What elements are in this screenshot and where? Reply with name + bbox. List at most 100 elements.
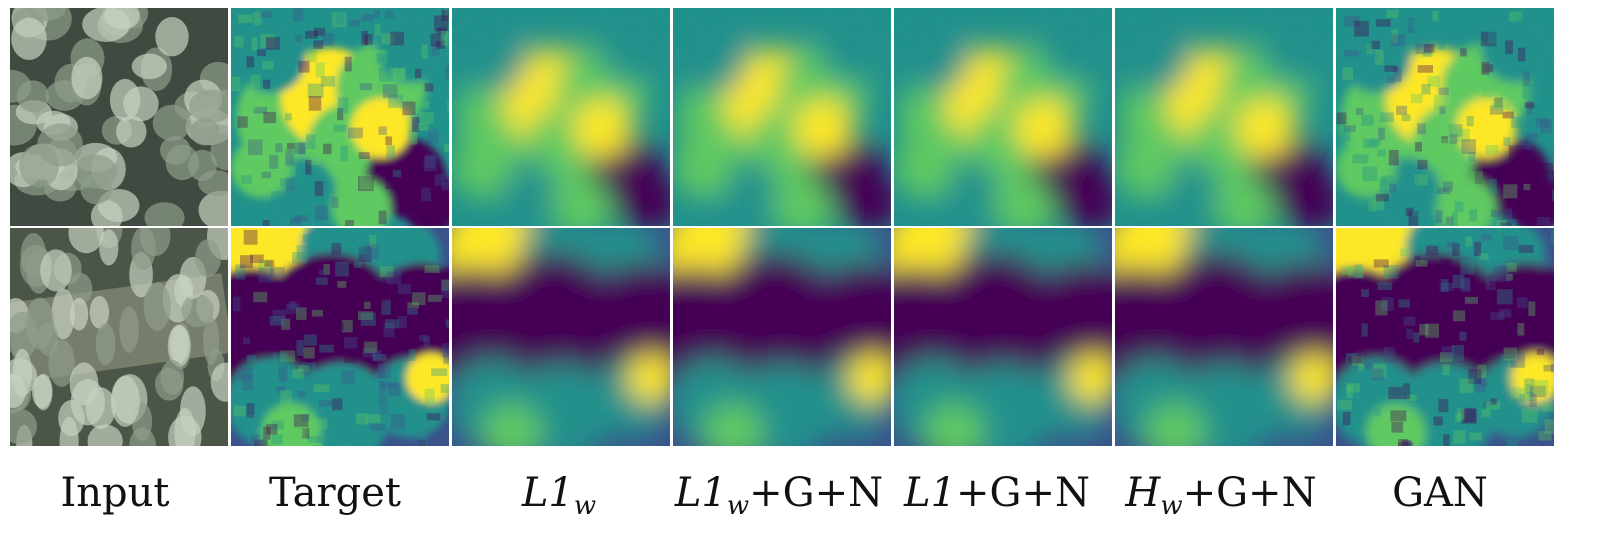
noise-patch [419,112,434,124]
noise-patch [1473,241,1482,257]
noise-patch [362,14,375,22]
depth-region [482,253,622,393]
tree-crown [19,144,60,188]
noise-patch [269,266,285,278]
noise-patch [313,40,324,49]
tree-crown [210,362,228,402]
noise-patch [370,423,386,432]
noise-patch [1518,14,1529,26]
depth-region [1024,263,1112,383]
noise-patch [1383,347,1396,363]
noise-patch [1537,331,1551,342]
noise-patch [1469,432,1482,441]
noise-patch [1535,118,1550,128]
noise-patch [1499,309,1512,318]
noise-patch [314,181,324,197]
noise-patch [407,308,418,315]
noise-patch [369,49,386,58]
noise-patch [331,12,347,28]
noise-patch [249,309,262,316]
noise-patch [386,271,402,285]
noise-patch [1370,40,1381,49]
depth-region [622,173,670,226]
noise-patch [294,35,303,43]
noise-patch [275,143,283,153]
noise-patch [378,380,386,395]
tree-crown [131,228,156,271]
depth-region [1290,353,1333,403]
noise-patch [280,178,293,187]
noise-patch [301,414,310,422]
depth-region [406,353,449,403]
noise-patch [302,428,310,439]
noise-patch [264,260,275,267]
depth-region [1120,23,1190,93]
noise-patch [407,302,420,309]
noise-patch [1438,35,1445,50]
noise-patch [1459,277,1470,291]
noise-patch [1544,419,1554,434]
noise-patch [367,281,383,289]
noise-patch [447,101,449,113]
noise-patch [1461,409,1477,424]
noise-patch [296,245,309,260]
noise-patch [281,57,292,73]
noise-patch [1435,210,1443,223]
noise-patch [1408,307,1423,315]
depth-region [597,13,667,83]
depth-region [924,253,1064,393]
noise-patch [1478,379,1488,387]
noise-patch [1352,154,1369,164]
noise-patch [1537,162,1553,175]
caption-l1w-g-n: L1w+G+N [674,470,884,521]
noise-patch [269,316,285,326]
panel-hw_gn-row2 [1115,228,1333,446]
noise-patch [1410,93,1423,104]
noise-patch [1390,410,1407,422]
noise-patch [1498,253,1512,262]
depth-region [452,138,512,198]
depth-region [793,98,853,158]
noise-patch [385,176,399,190]
tree-crown [167,324,191,367]
noise-patch [298,60,310,73]
tree-crown [99,229,119,266]
noise-patch [1362,166,1378,182]
noise-patch [424,388,435,405]
noise-patch [1452,243,1460,256]
tree-crown [10,408,38,444]
panel-l1w-row1 [452,8,670,226]
depth-region [703,253,843,393]
noise-patch [1514,32,1524,39]
noise-patch [389,67,405,79]
noise-patch [1402,383,1411,400]
noise-patch [339,431,352,443]
noise-patch [294,42,303,51]
noise-patch [347,440,355,446]
noise-patch [237,367,253,381]
tree-crown [144,202,185,226]
noise-patch [390,68,406,81]
noise-patch [1359,434,1366,445]
depth-region [803,263,891,383]
noise-patch [1341,266,1354,276]
noise-patch [246,56,255,68]
noise-patch [1358,364,1365,371]
tree-crown [165,144,200,181]
noise-patch [1485,278,1496,290]
noise-patch [1414,255,1421,264]
noise-patch [1438,87,1449,95]
noise-patch [423,156,437,172]
noise-patch [252,177,268,188]
noise-patch [294,143,306,154]
depth-region [582,263,670,383]
noise-patch [413,282,423,292]
noise-patch [248,139,263,156]
noise-patch [1480,321,1496,337]
noise-patch [1494,97,1503,108]
noise-patch [358,246,372,263]
noise-patch [1468,369,1482,385]
noise-patch [1465,315,1475,324]
noise-patch [1434,223,1442,226]
tree-crown [89,295,110,329]
